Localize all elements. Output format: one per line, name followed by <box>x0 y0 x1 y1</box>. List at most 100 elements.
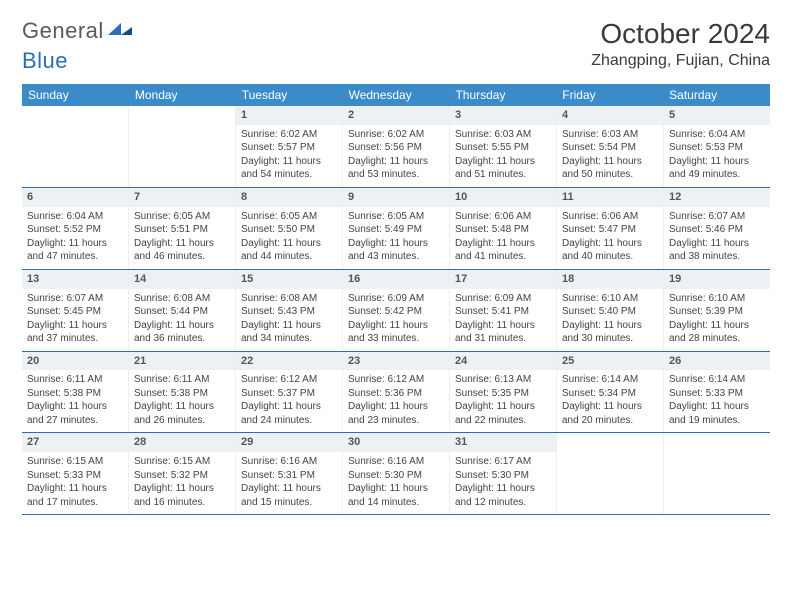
daylight-line: Daylight: 11 hours and 37 minutes. <box>27 319 123 346</box>
sunset-line: Sunset: 5:49 PM <box>348 223 444 237</box>
daylight-line: Daylight: 11 hours and 44 minutes. <box>241 237 337 264</box>
sunset-line: Sunset: 5:38 PM <box>27 387 123 401</box>
day-number <box>129 106 235 125</box>
day-details: Sunrise: 6:04 AMSunset: 5:52 PMDaylight:… <box>22 207 128 269</box>
sunrise-line: Sunrise: 6:07 AM <box>27 292 123 306</box>
sunset-line: Sunset: 5:47 PM <box>562 223 658 237</box>
header: General October 2024 Zhangping, Fujian, … <box>22 18 770 70</box>
day-number: 7 <box>129 188 235 207</box>
sunset-line: Sunset: 5:48 PM <box>455 223 551 237</box>
daylight-line: Daylight: 11 hours and 15 minutes. <box>241 482 337 509</box>
day-number: 26 <box>664 352 770 371</box>
day-details: Sunrise: 6:10 AMSunset: 5:39 PMDaylight:… <box>664 289 770 351</box>
day-of-week-header: Saturday <box>663 84 770 106</box>
calendar-cell <box>22 106 128 187</box>
location-text: Zhangping, Fujian, China <box>591 52 770 70</box>
day-number: 23 <box>343 352 449 371</box>
day-details: Sunrise: 6:03 AMSunset: 5:54 PMDaylight:… <box>557 125 663 187</box>
day-details: Sunrise: 6:16 AMSunset: 5:30 PMDaylight:… <box>343 452 449 514</box>
sunset-line: Sunset: 5:56 PM <box>348 141 444 155</box>
day-number: 16 <box>343 270 449 289</box>
sunset-line: Sunset: 5:32 PM <box>134 469 230 483</box>
calendar-cell: 27Sunrise: 6:15 AMSunset: 5:33 PMDayligh… <box>22 433 128 514</box>
day-number: 2 <box>343 106 449 125</box>
daylight-line: Daylight: 11 hours and 16 minutes. <box>134 482 230 509</box>
calendar-cell: 25Sunrise: 6:14 AMSunset: 5:34 PMDayligh… <box>556 352 663 433</box>
daylight-line: Daylight: 11 hours and 26 minutes. <box>134 400 230 427</box>
calendar-cell: 1Sunrise: 6:02 AMSunset: 5:57 PMDaylight… <box>235 106 342 187</box>
calendar-week-row: 20Sunrise: 6:11 AMSunset: 5:38 PMDayligh… <box>22 352 770 434</box>
calendar-cell: 11Sunrise: 6:06 AMSunset: 5:47 PMDayligh… <box>556 188 663 269</box>
day-details: Sunrise: 6:14 AMSunset: 5:34 PMDaylight:… <box>557 370 663 432</box>
brand-part2: Blue <box>22 48 68 74</box>
calendar-week-row: 13Sunrise: 6:07 AMSunset: 5:45 PMDayligh… <box>22 270 770 352</box>
day-number: 15 <box>236 270 342 289</box>
daylight-line: Daylight: 11 hours and 28 minutes. <box>669 319 765 346</box>
brand-logo: General <box>22 18 136 44</box>
sunrise-line: Sunrise: 6:03 AM <box>455 128 551 142</box>
sunset-line: Sunset: 5:33 PM <box>27 469 123 483</box>
daylight-line: Daylight: 11 hours and 34 minutes. <box>241 319 337 346</box>
sunset-line: Sunset: 5:43 PM <box>241 305 337 319</box>
day-number <box>557 433 663 452</box>
calendar-cell: 13Sunrise: 6:07 AMSunset: 5:45 PMDayligh… <box>22 270 128 351</box>
day-number: 19 <box>664 270 770 289</box>
day-of-week-header: Friday <box>556 84 663 106</box>
day-details: Sunrise: 6:02 AMSunset: 5:57 PMDaylight:… <box>236 125 342 187</box>
day-details: Sunrise: 6:05 AMSunset: 5:49 PMDaylight:… <box>343 207 449 269</box>
daylight-line: Daylight: 11 hours and 50 minutes. <box>562 155 658 182</box>
daylight-line: Daylight: 11 hours and 22 minutes. <box>455 400 551 427</box>
daylight-line: Daylight: 11 hours and 41 minutes. <box>455 237 551 264</box>
day-details: Sunrise: 6:15 AMSunset: 5:32 PMDaylight:… <box>129 452 235 514</box>
sunset-line: Sunset: 5:46 PM <box>669 223 765 237</box>
calendar-cell: 9Sunrise: 6:05 AMSunset: 5:49 PMDaylight… <box>342 188 449 269</box>
day-of-week-header: Tuesday <box>236 84 343 106</box>
daylight-line: Daylight: 11 hours and 49 minutes. <box>669 155 765 182</box>
sunset-line: Sunset: 5:34 PM <box>562 387 658 401</box>
calendar-cell: 3Sunrise: 6:03 AMSunset: 5:55 PMDaylight… <box>449 106 556 187</box>
sunrise-line: Sunrise: 6:16 AM <box>348 455 444 469</box>
daylight-line: Daylight: 11 hours and 24 minutes. <box>241 400 337 427</box>
sunrise-line: Sunrise: 6:09 AM <box>455 292 551 306</box>
sunrise-line: Sunrise: 6:11 AM <box>134 373 230 387</box>
day-number: 11 <box>557 188 663 207</box>
calendar-cell: 21Sunrise: 6:11 AMSunset: 5:38 PMDayligh… <box>128 352 235 433</box>
day-number: 30 <box>343 433 449 452</box>
calendar-cell: 18Sunrise: 6:10 AMSunset: 5:40 PMDayligh… <box>556 270 663 351</box>
day-details: Sunrise: 6:11 AMSunset: 5:38 PMDaylight:… <box>129 370 235 432</box>
sunrise-line: Sunrise: 6:06 AM <box>455 210 551 224</box>
sunrise-line: Sunrise: 6:05 AM <box>134 210 230 224</box>
sunrise-line: Sunrise: 6:05 AM <box>348 210 444 224</box>
day-number: 1 <box>236 106 342 125</box>
day-of-week-header: Wednesday <box>343 84 450 106</box>
daylight-line: Daylight: 11 hours and 51 minutes. <box>455 155 551 182</box>
daylight-line: Daylight: 11 hours and 46 minutes. <box>134 237 230 264</box>
sunset-line: Sunset: 5:57 PM <box>241 141 337 155</box>
calendar-cell: 8Sunrise: 6:05 AMSunset: 5:50 PMDaylight… <box>235 188 342 269</box>
sunrise-line: Sunrise: 6:02 AM <box>241 128 337 142</box>
calendar: SundayMondayTuesdayWednesdayThursdayFrid… <box>22 84 770 515</box>
calendar-cell: 2Sunrise: 6:02 AMSunset: 5:56 PMDaylight… <box>342 106 449 187</box>
day-number: 29 <box>236 433 342 452</box>
calendar-cell: 6Sunrise: 6:04 AMSunset: 5:52 PMDaylight… <box>22 188 128 269</box>
daylight-line: Daylight: 11 hours and 33 minutes. <box>348 319 444 346</box>
calendar-cell: 28Sunrise: 6:15 AMSunset: 5:32 PMDayligh… <box>128 433 235 514</box>
day-number: 27 <box>22 433 128 452</box>
sunrise-line: Sunrise: 6:11 AM <box>27 373 123 387</box>
sunrise-line: Sunrise: 6:14 AM <box>562 373 658 387</box>
calendar-cell: 15Sunrise: 6:08 AMSunset: 5:43 PMDayligh… <box>235 270 342 351</box>
sunset-line: Sunset: 5:53 PM <box>669 141 765 155</box>
day-details: Sunrise: 6:08 AMSunset: 5:44 PMDaylight:… <box>129 289 235 351</box>
daylight-line: Daylight: 11 hours and 14 minutes. <box>348 482 444 509</box>
sunset-line: Sunset: 5:52 PM <box>27 223 123 237</box>
calendar-cell: 14Sunrise: 6:08 AMSunset: 5:44 PMDayligh… <box>128 270 235 351</box>
calendar-body: 1Sunrise: 6:02 AMSunset: 5:57 PMDaylight… <box>22 106 770 515</box>
calendar-cell: 26Sunrise: 6:14 AMSunset: 5:33 PMDayligh… <box>663 352 770 433</box>
day-number <box>664 433 770 452</box>
day-of-week-header: Monday <box>129 84 236 106</box>
day-number: 8 <box>236 188 342 207</box>
sunrise-line: Sunrise: 6:04 AM <box>669 128 765 142</box>
title-block: October 2024 Zhangping, Fujian, China <box>591 18 770 70</box>
day-of-week-row: SundayMondayTuesdayWednesdayThursdayFrid… <box>22 84 770 106</box>
sunrise-line: Sunrise: 6:13 AM <box>455 373 551 387</box>
